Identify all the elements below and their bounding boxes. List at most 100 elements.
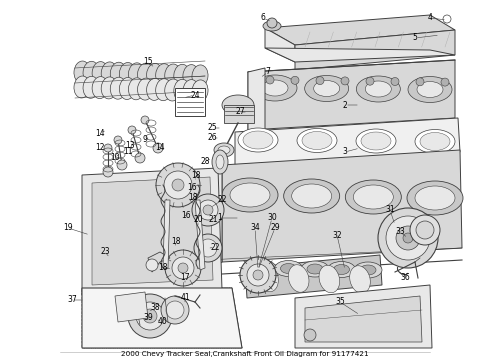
Text: 33: 33: [395, 228, 405, 237]
Ellipse shape: [174, 64, 190, 86]
Text: 2: 2: [343, 100, 347, 109]
Ellipse shape: [156, 79, 171, 101]
Ellipse shape: [302, 131, 332, 149]
Ellipse shape: [74, 61, 90, 83]
Ellipse shape: [360, 265, 376, 275]
Text: 29: 29: [270, 224, 280, 233]
Text: 41: 41: [180, 293, 190, 302]
Circle shape: [416, 78, 424, 86]
Ellipse shape: [165, 79, 181, 101]
Polygon shape: [222, 150, 462, 262]
Ellipse shape: [288, 265, 309, 292]
Ellipse shape: [128, 63, 145, 85]
Bar: [175, 88, 205, 116]
Ellipse shape: [356, 129, 396, 153]
Text: 18: 18: [171, 237, 181, 246]
Ellipse shape: [92, 77, 108, 99]
Circle shape: [378, 208, 438, 268]
Polygon shape: [235, 118, 460, 165]
Text: 31: 31: [385, 206, 395, 215]
Ellipse shape: [174, 79, 190, 101]
Ellipse shape: [147, 63, 163, 85]
Ellipse shape: [361, 132, 391, 150]
Text: 39: 39: [143, 314, 153, 323]
Text: 18: 18: [191, 171, 201, 180]
Text: 30: 30: [267, 213, 277, 222]
Ellipse shape: [74, 76, 90, 98]
Text: 22: 22: [217, 195, 227, 204]
Ellipse shape: [243, 131, 273, 149]
Text: 6: 6: [261, 13, 266, 22]
Polygon shape: [82, 288, 242, 348]
Ellipse shape: [262, 80, 288, 96]
Circle shape: [161, 296, 189, 324]
Polygon shape: [265, 48, 455, 62]
Circle shape: [316, 77, 324, 85]
Circle shape: [146, 259, 158, 271]
Text: 17: 17: [180, 274, 190, 283]
Ellipse shape: [415, 130, 455, 153]
Text: 5: 5: [413, 33, 417, 42]
Circle shape: [194, 234, 222, 262]
Circle shape: [291, 76, 299, 84]
Ellipse shape: [263, 21, 281, 31]
Text: 26: 26: [207, 134, 217, 143]
Ellipse shape: [417, 81, 443, 98]
Ellipse shape: [319, 265, 340, 293]
Ellipse shape: [284, 179, 340, 213]
Circle shape: [136, 302, 164, 330]
Ellipse shape: [183, 64, 199, 87]
Text: 16: 16: [187, 184, 197, 193]
Polygon shape: [195, 200, 205, 270]
Circle shape: [391, 77, 399, 85]
Ellipse shape: [101, 77, 117, 99]
Text: 14: 14: [155, 143, 165, 152]
Text: 16: 16: [181, 211, 191, 220]
Circle shape: [240, 257, 276, 293]
Circle shape: [198, 200, 218, 220]
Circle shape: [247, 264, 269, 286]
Ellipse shape: [297, 129, 337, 153]
Ellipse shape: [218, 146, 230, 154]
Text: 27: 27: [235, 108, 245, 117]
Polygon shape: [163, 200, 170, 268]
Ellipse shape: [274, 261, 302, 276]
Circle shape: [396, 226, 420, 250]
Ellipse shape: [83, 61, 99, 83]
Circle shape: [114, 136, 122, 144]
Circle shape: [441, 78, 449, 86]
Text: 36: 36: [400, 274, 410, 283]
Ellipse shape: [147, 78, 163, 100]
Ellipse shape: [334, 265, 349, 274]
Polygon shape: [115, 292, 148, 322]
Ellipse shape: [253, 75, 297, 101]
Circle shape: [386, 216, 430, 260]
Ellipse shape: [258, 264, 278, 292]
Circle shape: [153, 143, 163, 153]
Ellipse shape: [356, 76, 400, 102]
Polygon shape: [295, 30, 455, 70]
Circle shape: [141, 116, 149, 124]
Ellipse shape: [222, 178, 278, 212]
Text: 32: 32: [332, 230, 342, 239]
Ellipse shape: [366, 81, 392, 97]
Circle shape: [304, 329, 316, 341]
Ellipse shape: [192, 65, 208, 87]
Ellipse shape: [353, 185, 393, 209]
Polygon shape: [248, 60, 455, 130]
Circle shape: [443, 15, 451, 23]
Ellipse shape: [156, 64, 171, 86]
Ellipse shape: [192, 80, 208, 102]
Text: 34: 34: [250, 224, 260, 233]
Text: 12: 12: [95, 144, 105, 153]
Bar: [224, 105, 254, 123]
Circle shape: [172, 257, 194, 279]
Ellipse shape: [354, 262, 382, 278]
Text: 25: 25: [207, 123, 217, 132]
Ellipse shape: [183, 80, 199, 102]
Ellipse shape: [420, 132, 450, 150]
Text: 24: 24: [190, 90, 200, 99]
Circle shape: [203, 205, 213, 215]
Text: 38: 38: [150, 303, 160, 312]
Text: 35: 35: [335, 297, 345, 306]
